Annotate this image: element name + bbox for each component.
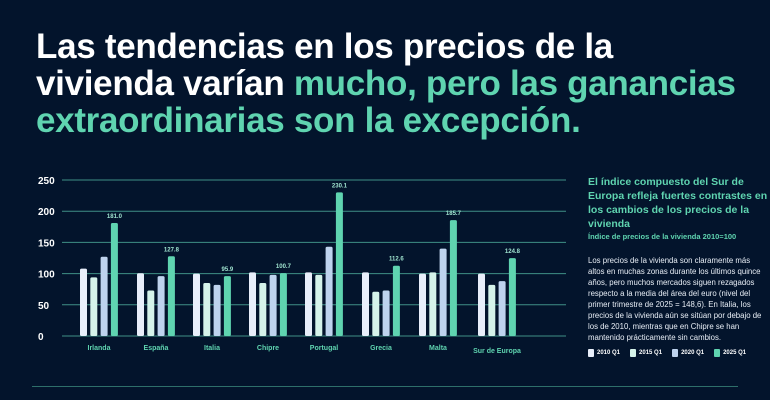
data-label: 127.8	[164, 247, 180, 253]
bar-2010-q1	[478, 273, 485, 336]
bar-2010-q1	[419, 273, 426, 336]
bar-2025-q1	[279, 273, 287, 336]
page-title: Las tendencias en los precios de la vivi…	[36, 28, 756, 139]
title-highlight: mucho, pero las ganancias extraordinaria…	[36, 64, 736, 140]
data-label: 100.7	[276, 264, 292, 270]
bar-2025-q1	[335, 192, 343, 336]
title-white: Las tendencias en los precios de la vivi…	[36, 27, 613, 103]
data-label: 124.8	[505, 249, 521, 255]
bar-2025-q1	[449, 220, 457, 336]
legend-swatch	[714, 349, 721, 357]
data-label: 112.6	[389, 257, 404, 263]
category-label: Sur de Europa	[473, 348, 521, 355]
legend-item: 2025 Q1	[714, 349, 746, 357]
data-label: 181.0	[107, 214, 123, 220]
bar-chart: 0 50 100 150 200 250 181.0 Irlanda 127.8 España 95…	[38, 176, 566, 355]
bar-2010-q1	[305, 272, 312, 336]
bar-2015-q1	[90, 277, 98, 336]
legend-label: 2010 Q1	[597, 350, 621, 356]
side-panel: El índice compuesto del Sur de Europa re…	[588, 175, 768, 357]
legend-label: 2020 Q1	[681, 350, 705, 356]
category-label: Malta	[429, 345, 447, 352]
chart-description: Los precios de la vivienda son clarament…	[588, 256, 762, 342]
legend-item: 2015 Q1	[630, 349, 662, 357]
y-tick-label: 50	[38, 301, 50, 312]
bar-2015-q1	[259, 282, 267, 336]
data-label: 230.1	[332, 183, 348, 189]
y-tick-label: 200	[38, 207, 55, 218]
y-tick-label: 100	[38, 270, 55, 281]
bar-2020-q1	[325, 246, 333, 336]
bar-2010-q1	[249, 272, 256, 336]
y-tick-label: 150	[38, 238, 55, 249]
data-label: 185.7	[446, 211, 462, 217]
legend-item: 2010 Q1	[588, 349, 620, 357]
legend-swatch	[630, 349, 637, 357]
bar-2025-q1	[167, 256, 175, 336]
bar-2020-q1	[439, 248, 447, 336]
bar-2010-q1	[362, 272, 369, 336]
data-label: 95.9	[222, 267, 234, 273]
legend-label: 2015 Q1	[639, 350, 663, 356]
bar-2020-q1	[269, 274, 277, 336]
legend-swatch	[588, 349, 594, 357]
chart-subtitle: Índice de precios de la vivienda 2010=10…	[588, 232, 737, 241]
bar-2010-q1	[193, 273, 200, 336]
chart-heading: El índice compuesto del Sur de Europa re…	[588, 176, 768, 230]
bar-2020-q1	[382, 290, 390, 336]
bar-2010-q1	[80, 268, 87, 336]
bar-2020-q1	[498, 281, 506, 336]
legend-swatch	[672, 349, 679, 357]
category-label: España	[144, 345, 169, 352]
y-tick-label: 0	[38, 332, 44, 343]
category-label: Italia	[204, 345, 220, 352]
category-label: Chipre	[257, 345, 279, 352]
bar-2010-q1	[137, 273, 144, 336]
bar-2025-q1	[110, 223, 118, 336]
category-label: Portugal	[310, 345, 338, 352]
bar-2015-q1	[147, 290, 155, 336]
bar-2025-q1	[392, 265, 400, 336]
bar-2015-q1	[203, 282, 211, 336]
legend-label: 2025 Q1	[723, 350, 747, 356]
bar-2015-q1	[488, 284, 496, 336]
bar-2015-q1	[429, 272, 437, 336]
category-label: Irlanda	[88, 345, 111, 352]
bar-2020-q1	[213, 284, 221, 336]
bar-2025-q1	[508, 258, 516, 336]
bar-2015-q1	[315, 274, 323, 336]
bar-2020-q1	[157, 276, 165, 336]
footer-divider	[32, 386, 738, 387]
y-tick-label: 250	[38, 176, 55, 187]
category-label: Grecia	[370, 345, 392, 352]
legend-item: 2020 Q1	[672, 349, 704, 357]
bar-2015-q1	[372, 291, 380, 336]
bar-2025-q1	[223, 276, 231, 336]
bar-2020-q1	[100, 256, 108, 336]
legend: 2010 Q1 2015 Q1 2020 Q1 2025 Q1	[588, 349, 768, 357]
